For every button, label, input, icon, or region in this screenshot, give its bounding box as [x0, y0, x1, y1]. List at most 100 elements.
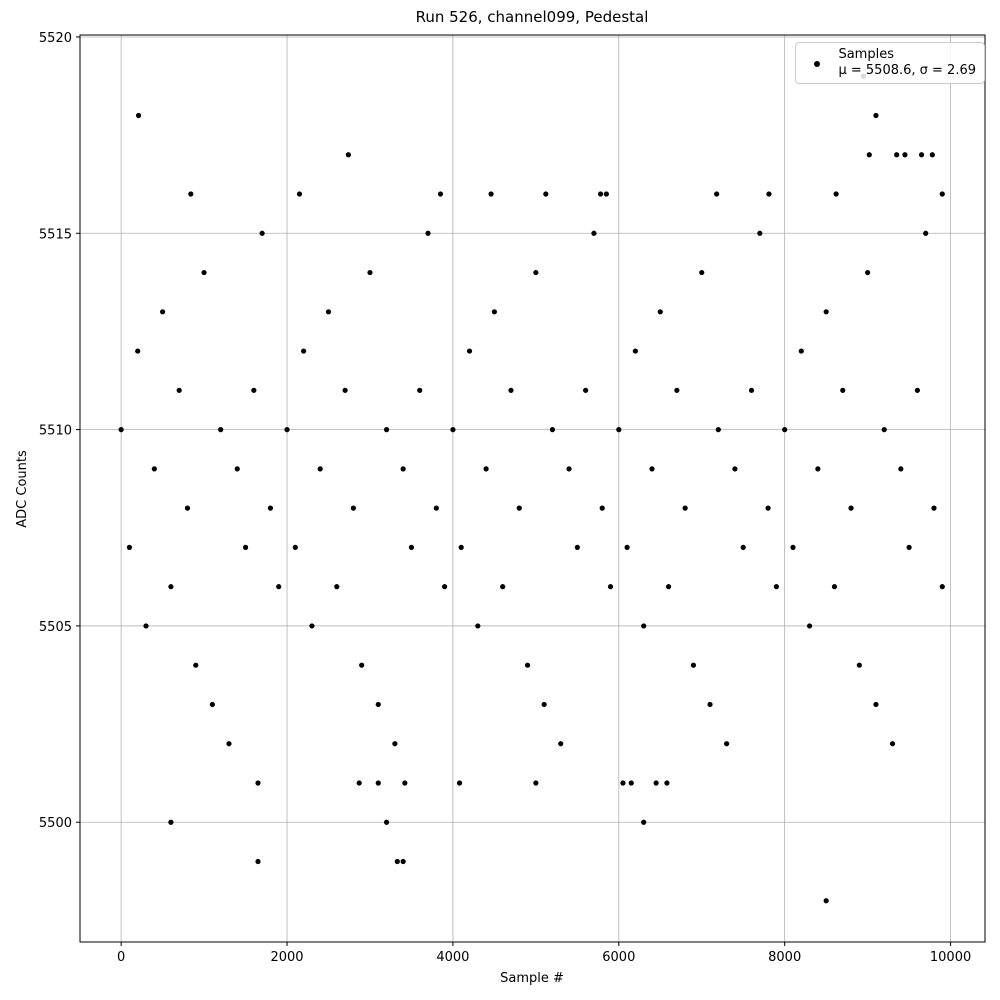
point — [866, 152, 872, 158]
point — [541, 701, 547, 708]
point — [483, 466, 489, 472]
point — [865, 269, 871, 276]
point — [516, 505, 522, 511]
point — [317, 466, 323, 472]
legend-marker — [814, 61, 821, 67]
point — [209, 701, 215, 708]
point — [284, 427, 290, 433]
point — [856, 662, 862, 668]
point — [798, 348, 804, 354]
point — [773, 584, 779, 590]
point — [939, 191, 945, 197]
point — [931, 505, 937, 511]
point — [574, 544, 580, 550]
x-tick-label: 10000 — [930, 950, 971, 965]
point — [790, 544, 796, 550]
point — [188, 191, 194, 197]
point — [873, 701, 879, 708]
point — [345, 152, 352, 158]
x-tick-label: 0 — [117, 950, 125, 965]
point — [690, 662, 697, 668]
point — [255, 780, 261, 786]
point — [309, 623, 315, 629]
point — [135, 112, 142, 119]
point — [603, 191, 609, 197]
point — [823, 898, 829, 904]
plot-frame — [79, 34, 986, 943]
point — [400, 466, 406, 472]
point — [218, 427, 224, 433]
point — [456, 780, 463, 786]
point — [226, 741, 232, 747]
point — [417, 387, 423, 393]
point — [583, 387, 589, 393]
point — [325, 309, 332, 315]
point — [558, 741, 564, 747]
point — [914, 387, 921, 393]
point — [394, 858, 400, 865]
point — [806, 623, 813, 629]
point — [383, 819, 390, 825]
point — [848, 505, 854, 511]
point — [375, 780, 381, 786]
point — [782, 427, 788, 433]
point — [359, 662, 365, 668]
point — [488, 191, 494, 197]
point — [450, 427, 456, 433]
point — [715, 427, 721, 433]
point — [682, 505, 688, 511]
point — [823, 309, 829, 315]
point — [475, 623, 481, 629]
point — [296, 191, 303, 197]
point — [168, 584, 174, 590]
point — [151, 466, 157, 472]
point — [831, 584, 838, 590]
point — [193, 662, 199, 668]
x-tick-label: 8000 — [768, 950, 801, 965]
point — [840, 387, 846, 393]
legend: Samples μ = 5508.6, σ = 2.69 — [795, 42, 985, 84]
point — [657, 309, 663, 315]
point — [873, 112, 879, 119]
point — [765, 505, 771, 511]
point — [251, 387, 257, 393]
point — [425, 230, 431, 236]
point — [350, 505, 356, 511]
point — [524, 662, 531, 668]
y-tick-label: 5520 — [39, 31, 72, 46]
y-tick-label: 5505 — [39, 620, 72, 635]
point — [766, 191, 772, 197]
point — [437, 191, 444, 197]
point — [664, 780, 670, 786]
point — [665, 584, 672, 590]
point — [699, 269, 705, 276]
point — [620, 780, 626, 786]
point — [929, 152, 935, 158]
point — [292, 544, 298, 550]
point — [234, 466, 240, 472]
x-axis-label: Sample # — [500, 971, 564, 986]
point — [653, 780, 659, 786]
point — [259, 230, 265, 236]
point — [599, 505, 605, 511]
point — [491, 309, 497, 315]
x-tick-label: 2000 — [270, 950, 303, 965]
point — [168, 819, 174, 825]
point — [748, 387, 755, 393]
point — [628, 780, 634, 786]
point — [433, 505, 439, 511]
point — [607, 584, 614, 590]
point — [757, 230, 763, 236]
point — [881, 427, 887, 433]
point — [906, 544, 912, 550]
point — [184, 505, 191, 511]
y-tick-label: 5515 — [39, 227, 72, 242]
point — [176, 387, 182, 393]
point — [442, 584, 448, 590]
point — [255, 858, 261, 865]
x-tick-label: 6000 — [602, 950, 635, 965]
point — [533, 780, 539, 786]
point — [894, 152, 900, 158]
